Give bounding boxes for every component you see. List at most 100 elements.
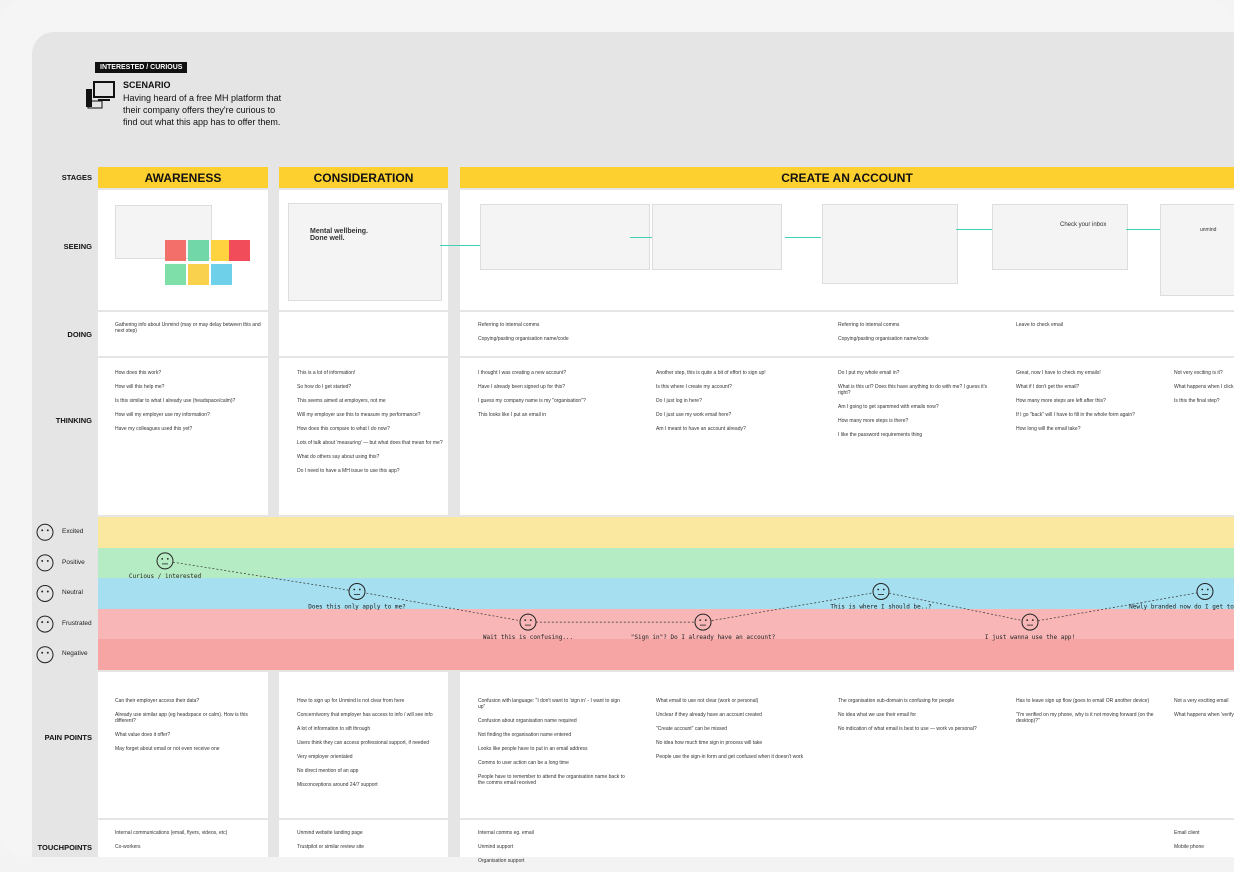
touchpoints-item: Email client xyxy=(1174,830,1200,836)
emotion-icon xyxy=(36,585,54,602)
pain-points-item: No direct mention of an app xyxy=(297,768,359,774)
touchpoints-column: Unmind website landing page Trustpilot or… xyxy=(297,830,447,858)
doing-column: Gathering info about Unmind (may or may … xyxy=(115,322,265,342)
scenario-line: their company offers they're curious to xyxy=(123,105,276,115)
thinking-item: I thought I was creating a new account? xyxy=(478,370,567,376)
thinking-item: Do I put my whole email in? xyxy=(838,370,900,376)
emotion-icon-eye xyxy=(41,621,44,624)
emotion-icon-eye xyxy=(46,559,49,562)
thinking-item: Will my employer use this to measure my … xyxy=(297,412,421,418)
pain-points-item: Comms to user action can be a long time xyxy=(478,760,569,766)
pain-points-item: What email to use not clear (work or per… xyxy=(656,698,759,704)
pain_points-column: The organisation sub-domain is confusing… xyxy=(838,698,988,740)
thinking-item: This looks like I put an email in xyxy=(478,412,547,418)
row-label: DOING xyxy=(67,330,92,339)
tile xyxy=(188,264,209,285)
emotion-icon-eye xyxy=(41,590,44,593)
create-account-screen xyxy=(822,204,958,284)
doing-column: Referring to internal comms Copying/pasti… xyxy=(478,322,628,350)
pain-points-item: What happens when 'verify'... xyxy=(1174,712,1234,718)
thinking-item: So how do I get started? xyxy=(297,384,352,390)
cell xyxy=(98,820,268,857)
face-eye xyxy=(704,619,707,621)
emotion-icon-eye xyxy=(46,529,49,532)
pain-points-item: May forget about email or not even recei… xyxy=(115,746,220,752)
thinking-item: Is this where I create my account? xyxy=(656,384,732,390)
face-eye xyxy=(699,619,702,621)
pain-points-item: Users think they can access professional… xyxy=(297,740,430,746)
journey-face xyxy=(156,552,174,570)
emotion-icon-eye xyxy=(46,590,49,593)
pain-points-item: Misconceptions around 24/7 support xyxy=(297,782,378,788)
pain-points-item: Has to leave sign up flow (goes to email… xyxy=(1016,698,1150,704)
pain_points-column: Not a very exciting email What happens wh… xyxy=(1174,698,1234,726)
face-eye xyxy=(166,558,169,560)
touchpoints-item: Co-workers xyxy=(115,844,141,850)
thinking-item: What is this url? Does this have anythin… xyxy=(838,384,988,396)
emotion-icon-eye xyxy=(41,529,44,532)
pain-points-item: A lot of information to sift through xyxy=(297,726,371,732)
emotion-label: Excited xyxy=(62,528,84,535)
doing-item: Referring to internal comms xyxy=(478,322,540,328)
thinking-column: How does this work? How will this help me… xyxy=(115,370,265,440)
touchpoints-column: Email client Mobile phone xyxy=(1174,830,1234,858)
doing-item: Referring to internal comms xyxy=(838,322,900,328)
flow-arrow xyxy=(630,237,652,238)
pain-points-item: Can their employer access their data? xyxy=(115,698,200,704)
thinking-column: I thought I was creating a new account? H… xyxy=(478,370,628,426)
cell xyxy=(460,358,1234,515)
flow-arrow xyxy=(956,229,992,230)
emotion-band xyxy=(98,608,1234,640)
thinking-item: Am I going to get spammed with emails no… xyxy=(838,404,939,410)
scenario-badge: INTERESTED / CURIOUS xyxy=(95,62,188,73)
thinking-item: Another step, this is quite a bit of eff… xyxy=(656,370,766,376)
thinking-item: Have my colleagues used this yet? xyxy=(115,426,193,432)
emotion-label: Frustrated xyxy=(62,619,92,627)
journey-face xyxy=(694,613,712,631)
thinking-item: How will this help me? xyxy=(115,384,165,390)
thinking-column: Another step, this is quite a bit of eff… xyxy=(656,370,806,440)
thinking-item: What do others say about using this? xyxy=(297,454,380,460)
flow-arrow xyxy=(440,245,480,246)
face-eye xyxy=(353,588,356,591)
face-eye xyxy=(1201,588,1204,591)
tile xyxy=(229,240,250,261)
doing-item: Leave to check email xyxy=(1016,322,1063,328)
thinking-item: Lots of talk about 'measuring' — but wha… xyxy=(297,440,443,446)
sign-in-form-screen xyxy=(652,204,782,270)
doing-column: Referring to internal comms Copying/pasti… xyxy=(838,322,988,350)
landing-page-screen xyxy=(288,203,442,301)
journey-feeling: This is where I should be..? xyxy=(830,604,932,611)
thinking-item: Is this the final step? xyxy=(1174,398,1220,404)
emotion-label: Negative xyxy=(62,650,88,658)
emotion-icon-eye xyxy=(41,559,44,562)
thinking-item: Am I meant to have an account already? xyxy=(656,426,746,432)
thinking-column: This is a lot of information! So how do I… xyxy=(297,370,447,482)
touchpoints-item: Mobile phone xyxy=(1174,844,1205,850)
doing-item: Copying/pasting organisation name/code xyxy=(478,336,569,342)
thinking-item: Have I already been signed up for this? xyxy=(478,384,565,390)
tile xyxy=(165,240,186,261)
thinking-item: How does this work? xyxy=(115,370,162,376)
flow-arrow xyxy=(1126,229,1160,230)
thinking-item: This seems aimed at employers, not me xyxy=(297,398,386,404)
face-eye xyxy=(1026,619,1029,621)
stage-bar: AWARENESS xyxy=(98,167,268,188)
touchpoints-item: Unmind website landing page xyxy=(297,830,363,836)
cell xyxy=(460,672,1234,818)
emotion-icon xyxy=(36,646,54,664)
cell xyxy=(279,820,448,857)
thinking-item: Is this similar to what I already use (h… xyxy=(115,398,236,404)
emotion-icon-eye xyxy=(46,621,49,624)
touchpoints-column: Internal communications (email, flyers, … xyxy=(115,830,265,858)
face-eye xyxy=(529,619,532,621)
doing-column: Leave to check email xyxy=(1016,322,1166,336)
cell xyxy=(279,672,448,818)
thinking-column: Not very exciting is it? What happens whe… xyxy=(1174,370,1234,412)
emotion-label: Positive xyxy=(62,558,85,566)
emotion-icon xyxy=(36,615,54,633)
thinking-item: Do I need to have a MH issue to use this… xyxy=(297,468,400,474)
doing-item: Gathering info about Unmind (may or may … xyxy=(115,322,261,334)
face-eye xyxy=(524,619,527,621)
